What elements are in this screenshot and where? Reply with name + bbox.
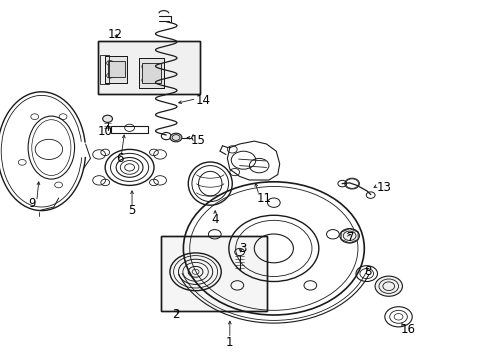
Text: 11: 11 bbox=[256, 192, 271, 204]
Circle shape bbox=[170, 133, 182, 142]
Circle shape bbox=[102, 115, 112, 122]
Text: 2: 2 bbox=[172, 309, 180, 321]
Bar bbox=[98, 41, 200, 94]
Bar bbox=[100, 55, 109, 84]
Bar bbox=[139, 58, 163, 88]
Text: 1: 1 bbox=[225, 336, 233, 348]
Text: 6: 6 bbox=[116, 152, 123, 165]
Bar bbox=[161, 236, 266, 311]
Text: 10: 10 bbox=[98, 125, 112, 138]
Text: 8: 8 bbox=[364, 265, 371, 278]
Text: 4: 4 bbox=[211, 213, 219, 226]
Bar bbox=[98, 41, 200, 94]
Text: 12: 12 bbox=[107, 28, 122, 41]
Bar bbox=[111, 126, 147, 133]
Text: 5: 5 bbox=[128, 204, 136, 217]
Text: 14: 14 bbox=[195, 94, 210, 107]
Text: 13: 13 bbox=[376, 181, 390, 194]
Bar bbox=[142, 63, 161, 83]
Text: 16: 16 bbox=[400, 323, 415, 336]
Circle shape bbox=[374, 276, 402, 296]
Bar bbox=[139, 58, 163, 88]
Bar bbox=[105, 56, 127, 83]
Text: 3: 3 bbox=[239, 242, 246, 255]
Circle shape bbox=[339, 229, 359, 243]
Text: 9: 9 bbox=[28, 197, 36, 210]
Bar bbox=[161, 236, 266, 311]
Bar bbox=[105, 56, 127, 83]
Bar bbox=[107, 61, 124, 77]
Text: 15: 15 bbox=[190, 134, 205, 147]
Text: 7: 7 bbox=[346, 231, 354, 244]
